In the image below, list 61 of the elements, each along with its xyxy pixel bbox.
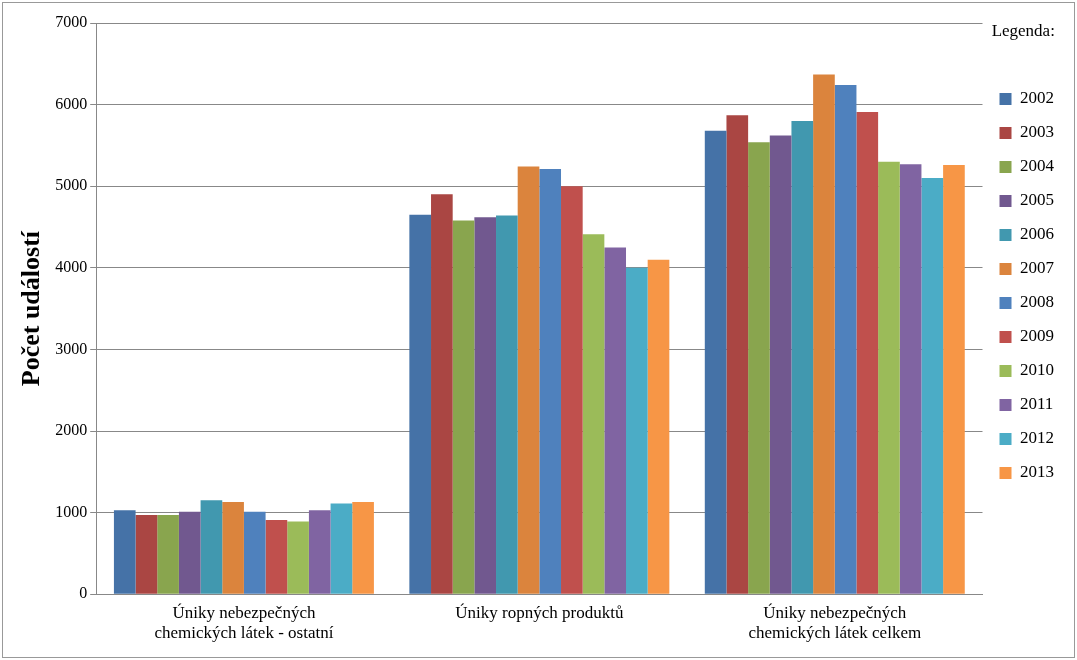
legend-label: 2011 (1020, 394, 1054, 414)
legend-label: 2012 (1020, 428, 1054, 448)
legend-label: 2009 (1020, 326, 1054, 346)
bar (287, 521, 309, 594)
bar (539, 169, 562, 594)
legend-label: 2003 (1020, 122, 1054, 142)
bar (813, 74, 835, 594)
bar (517, 166, 540, 594)
bar (222, 501, 244, 594)
legend-label: 2013 (1020, 462, 1054, 482)
bar (178, 511, 201, 594)
bar (561, 186, 583, 594)
legend-label: 2006 (1020, 224, 1054, 244)
y-tick-label: 6000 (55, 94, 88, 112)
bar (899, 164, 922, 594)
bar (330, 503, 353, 594)
y-tick-label: 5000 (55, 176, 88, 194)
legend-label: 2005 (1020, 190, 1054, 210)
legend-label: 2010 (1020, 360, 1054, 380)
bar (834, 85, 857, 594)
bar (265, 519, 288, 594)
y-tick-label: 1000 (55, 502, 88, 520)
legend-title: Legenda: (991, 20, 1055, 40)
legend-label: 2007 (1020, 258, 1055, 278)
bar (113, 510, 136, 594)
bar (582, 234, 605, 594)
bar (157, 515, 179, 594)
bar (921, 178, 944, 594)
legend-label: 2008 (1020, 292, 1054, 312)
bar (243, 511, 266, 594)
bar (409, 214, 432, 594)
bar (726, 115, 749, 594)
bar (791, 120, 814, 594)
bar (748, 142, 770, 594)
bar (496, 215, 518, 594)
bar (647, 259, 670, 594)
bar (856, 111, 879, 594)
y-tick-label: 7000 (55, 13, 88, 31)
legend-label: 2004 (1020, 156, 1055, 176)
y-tick-label: 0 (79, 584, 88, 602)
x-tick-label: Úniky ropných produktů (455, 602, 624, 622)
bar (308, 510, 331, 594)
bar (352, 501, 374, 594)
bar (604, 247, 627, 594)
bar (769, 135, 792, 594)
bar (135, 515, 158, 594)
bar (200, 500, 223, 594)
bar (474, 217, 497, 594)
x-tick-label: Úniky nebezpečných chemických látek celkem (748, 602, 922, 643)
y-tick-label: 4000 (55, 258, 88, 275)
bar (452, 220, 475, 594)
bar (943, 164, 965, 594)
x-tick-label: Úniky nebezpečných chemických látek - ostatní (154, 602, 334, 643)
y-tick-label: 3000 (55, 339, 88, 357)
bar (704, 130, 727, 594)
bar (626, 267, 648, 594)
bar (878, 161, 900, 594)
bar (431, 194, 453, 594)
y-tick-label: 2000 (55, 421, 88, 439)
y-axis-title: Počet událostí (16, 230, 46, 387)
legend-label: 2002 (1020, 88, 1054, 108)
